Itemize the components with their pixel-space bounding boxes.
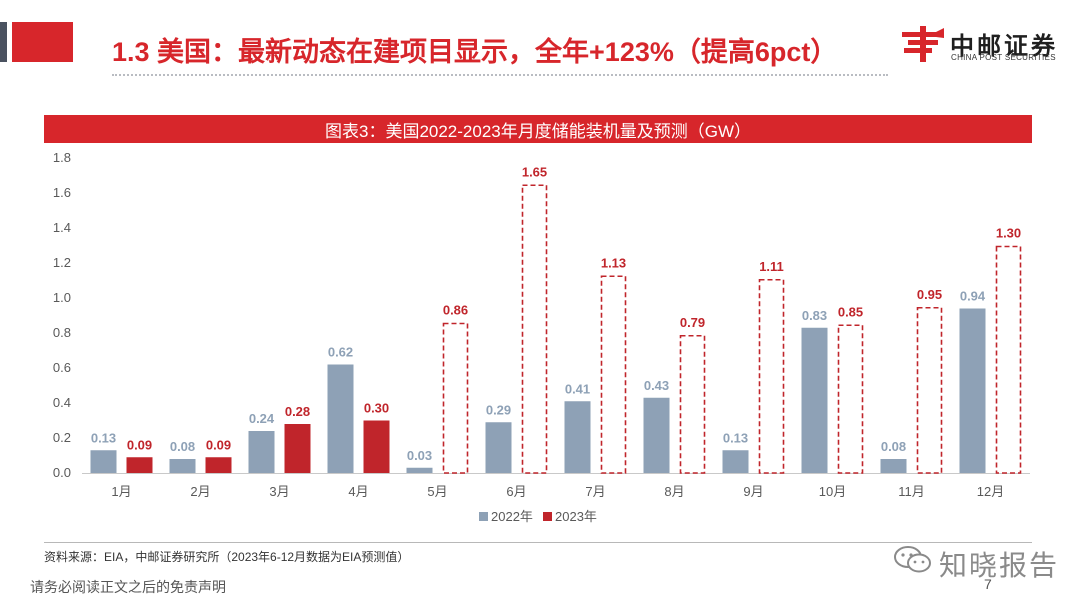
x-tick-label: 4月 [348, 484, 368, 499]
company-logo: 中邮证券 CHINA POST SECURITIES [900, 24, 1075, 68]
bar-2022 [327, 364, 354, 473]
bar-2023 [363, 420, 390, 473]
data-label-2022: 0.41 [565, 381, 590, 396]
bar-2023-forecast [916, 306, 943, 474]
data-label-2023: 0.09 [206, 437, 231, 452]
data-label-2023: 0.30 [364, 401, 389, 416]
x-tick-label: 10月 [819, 484, 846, 499]
bar-2022 [169, 459, 196, 473]
header-accent-dark [0, 22, 7, 62]
y-tick-label: 1.2 [53, 255, 71, 270]
data-label-2023: 1.30 [996, 226, 1021, 241]
x-tick-label: 7月 [585, 484, 605, 499]
data-label-2023: 0.28 [285, 404, 310, 419]
bar-2023 [205, 457, 232, 473]
bar-2023-forecast [679, 334, 706, 474]
data-label-2022: 0.29 [486, 402, 511, 417]
data-label-2022: 0.94 [960, 289, 986, 304]
y-tick-label: 0.0 [53, 465, 71, 480]
title-divider [112, 74, 888, 76]
y-tick-label: 1.0 [53, 290, 71, 305]
y-tick-label: 0.4 [53, 395, 71, 410]
data-label-2022: 0.13 [723, 430, 748, 445]
y-tick-label: 1.4 [53, 220, 71, 235]
data-label-2022: 0.62 [328, 345, 353, 360]
data-label-2022: 0.08 [881, 439, 906, 454]
data-label-2022: 0.08 [170, 439, 195, 454]
monthly-storage-bar-chart: 0.0 0.2 0.4 0.6 0.8 1.0 1.2 1.4 1.6 1.8 0.13 0.09 1月… [53, 150, 1030, 524]
x-tick-label: 11月 [898, 484, 925, 499]
bar-2022 [801, 327, 828, 473]
watermark-text: 知晓报告 [939, 550, 1060, 581]
data-label-2023: 0.85 [838, 304, 863, 319]
page-title: 1.3 美国：最新动态在建项目显示，全年+123%（提高6pct） [112, 37, 838, 67]
data-source-note: 资料来源：EIA，中邮证券研究所（2023年6-12月数据为EIA预测值） [44, 550, 410, 564]
data-label-2023: 1.65 [522, 164, 547, 179]
bar-2022 [564, 401, 591, 473]
watermark: 知晓报告 [893, 540, 1057, 581]
data-label-2022: 0.43 [644, 378, 669, 393]
bar-2022 [880, 459, 907, 473]
source-divider [44, 542, 1032, 543]
y-tick-label: 1.8 [53, 150, 71, 165]
x-tick-label: 12月 [977, 484, 1004, 499]
bar-2022 [485, 422, 512, 473]
data-label-2023: 0.79 [680, 315, 705, 330]
data-label-2022: 0.13 [91, 430, 116, 445]
data-label-2023: 1.13 [601, 255, 626, 270]
china-post-logo-icon [902, 26, 944, 62]
wechat-icon [894, 546, 931, 573]
bar-2023-forecast [995, 245, 1022, 474]
data-label-2022: 0.03 [407, 448, 432, 463]
x-tick-label: 9月 [743, 484, 763, 499]
x-tick-label: 1月 [111, 484, 131, 499]
bar-2023-forecast [521, 184, 548, 474]
bar-2022 [959, 308, 986, 473]
bar-2022 [406, 467, 433, 473]
x-tick-label: 2月 [190, 484, 210, 499]
bar-2023-forecast [442, 322, 469, 474]
logo-english-name: CHINA POST SECURITIES [951, 53, 1056, 62]
x-tick-label: 3月 [269, 484, 289, 499]
bar-2023 [126, 457, 153, 473]
page-number: 7 [984, 576, 992, 592]
y-tick-label: 0.8 [53, 325, 71, 340]
y-tick-label: 0.6 [53, 360, 71, 375]
bar-2022 [248, 431, 275, 473]
legend-label-2022: 2022年 [491, 509, 533, 524]
data-label-2023: 1.11 [759, 259, 784, 274]
logo-chinese-name: 中邮证券 [950, 33, 1058, 60]
bar-2023-forecast [600, 275, 627, 474]
legend-swatch-2022 [479, 512, 488, 521]
bar-2023 [284, 424, 311, 473]
data-label-2023: 0.86 [443, 303, 468, 318]
bar-2023-forecast [837, 324, 864, 474]
legend-swatch-2023 [543, 512, 552, 521]
x-tick-label: 5月 [427, 484, 447, 499]
bar-2022 [90, 450, 117, 473]
legend-label-2023: 2023年 [555, 509, 597, 524]
x-tick-label: 8月 [664, 484, 684, 499]
chart-title-banner: 图表3：美国2022-2023年月度储能装机量及预测（GW） [44, 115, 1032, 143]
bar-2022 [722, 450, 749, 473]
y-tick-label: 1.6 [53, 185, 71, 200]
data-label-2022: 0.83 [802, 308, 827, 323]
y-tick-label: 0.2 [53, 430, 71, 445]
bar-2022 [643, 397, 670, 473]
x-tick-label: 6月 [506, 484, 526, 499]
data-label-2023: 0.09 [127, 437, 152, 452]
bar-2023-forecast [758, 278, 785, 474]
disclaimer: 请务必阅读正文之后的免责声明 [30, 579, 226, 595]
header-accent-red [12, 22, 73, 62]
data-label-2022: 0.24 [249, 411, 275, 426]
data-label-2023: 0.95 [917, 287, 942, 302]
